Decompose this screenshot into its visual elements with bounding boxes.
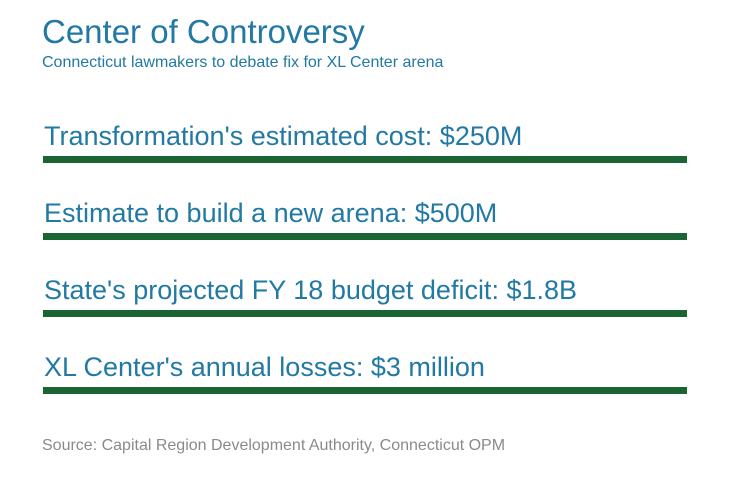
underline-bar [43, 387, 687, 394]
fact-line-new-arena-estimate: Estimate to build a new arena: $500M [44, 198, 498, 228]
underline-bar [43, 310, 687, 317]
fact-line-transformation-cost: Transformation's estimated cost: $250M [44, 121, 523, 151]
fact-line-annual-losses: XL Center's annual losses: $3 million [44, 352, 485, 382]
page-title: Center of Controversy [42, 13, 365, 50]
underline-bar [43, 156, 687, 163]
page-subtitle: Connecticut lawmakers to debate fix for … [42, 54, 444, 71]
fact-line-budget-deficit: State's projected FY 18 budget deficit: … [44, 275, 577, 305]
underline-bar [43, 233, 687, 240]
source-attribution: Source: Capital Region Development Autho… [42, 437, 506, 454]
